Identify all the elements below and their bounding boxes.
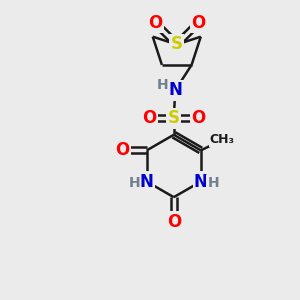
Text: S: S [171,35,183,53]
Text: S: S [168,110,180,128]
Text: H: H [157,78,169,92]
Text: O: O [191,110,205,128]
Text: O: O [191,14,205,32]
Text: O: O [167,213,181,231]
Text: H: H [128,176,140,190]
Text: N: N [194,172,208,190]
Text: N: N [168,81,182,99]
Text: N: N [140,172,154,190]
Text: H: H [208,176,219,190]
Text: O: O [142,110,157,128]
Text: CH₃: CH₃ [210,134,235,146]
Text: O: O [148,14,163,32]
Text: O: O [115,141,130,159]
